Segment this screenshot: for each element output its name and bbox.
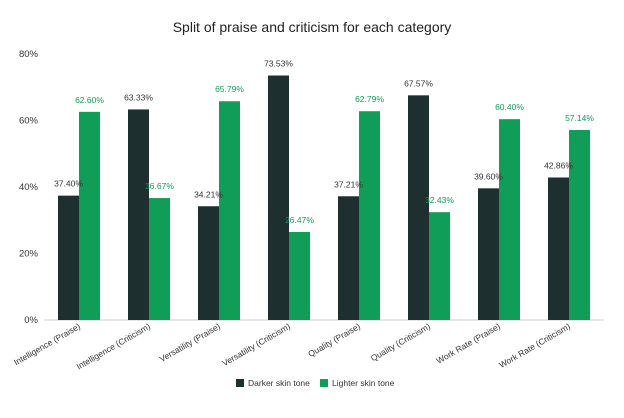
data-label-darker-0: 37.40% (54, 179, 83, 189)
bar-lighter-1 (149, 198, 170, 320)
x-tick-label: Intelligence (Praise) (12, 321, 82, 367)
data-label-lighter-6: 60.40% (495, 102, 524, 112)
bar-darker-1 (128, 109, 149, 320)
data-label-darker-3: 73.53% (264, 59, 293, 69)
data-label-lighter-4: 62.79% (355, 94, 384, 104)
data-label-darker-5: 67.57% (404, 78, 433, 88)
bar-lighter-2 (219, 101, 240, 320)
legend: Darker skin tone Lighter skin tone (236, 378, 395, 388)
bar-lighter-5 (429, 212, 450, 320)
y-tick-label: 80% (19, 49, 39, 60)
data-label-lighter-3: 26.47% (285, 215, 314, 225)
data-label-darker-7: 42.86% (544, 160, 573, 170)
bar-darker-7 (548, 177, 569, 320)
bar-lighter-7 (569, 130, 590, 320)
bar-darker-0 (58, 195, 79, 320)
x-tick-label: Quality (Praise) (306, 321, 362, 359)
data-label-lighter-5: 32.43% (425, 195, 454, 205)
data-label-darker-2: 34.21% (194, 189, 223, 199)
bar-darker-3 (268, 75, 289, 320)
data-labels-group: 37.40% 62.60% 63.33% 36.67% 34.21% 65.79% 73.5… (54, 59, 594, 225)
y-tick-label: 0% (24, 315, 38, 326)
legend-label-darker: Darker skin tone (248, 378, 310, 388)
chart-title: Split of praise and criticism for each c… (173, 19, 452, 35)
x-axis: Intelligence (Praise)Intelligence (Criti… (12, 321, 572, 372)
data-label-lighter-0: 62.60% (75, 95, 104, 105)
legend-label-lighter: Lighter skin tone (332, 378, 395, 388)
data-label-lighter-2: 65.79% (215, 84, 244, 94)
bar-lighter-0 (79, 111, 100, 320)
y-tick-label: 40% (19, 182, 39, 193)
x-tick-label: Versatility (Praise) (158, 321, 222, 364)
legend-swatch-lighter (320, 379, 328, 387)
bar-darker-2 (198, 206, 219, 320)
bar-darker-4 (338, 196, 359, 320)
x-tick-label: Quality (Criticism) (369, 321, 432, 363)
bar-lighter-4 (359, 111, 380, 320)
data-label-darker-4: 37.21% (334, 179, 363, 189)
x-tick-label: Intelligence (Criticism) (75, 321, 153, 372)
data-label-darker-6: 39.60% (474, 171, 503, 181)
bars-group (58, 75, 590, 321)
data-label-lighter-1: 36.67% (145, 181, 174, 191)
x-tick-label: Versatility (Criticism) (220, 321, 292, 368)
bar-lighter-3 (289, 231, 310, 320)
bar-darker-6 (478, 188, 499, 320)
legend-swatch-darker (236, 379, 244, 387)
y-tick-label: 60% (19, 116, 39, 127)
y-tick-label: 20% (19, 249, 39, 260)
x-tick-label: Work Rate (Praise) (435, 321, 503, 366)
bar-darker-5 (408, 95, 429, 321)
data-label-darker-1: 63.33% (124, 92, 153, 102)
data-label-lighter-7: 57.14% (565, 113, 594, 123)
bar-lighter-6 (499, 119, 520, 320)
x-tick-label: Work Rate (Criticism) (497, 321, 572, 370)
